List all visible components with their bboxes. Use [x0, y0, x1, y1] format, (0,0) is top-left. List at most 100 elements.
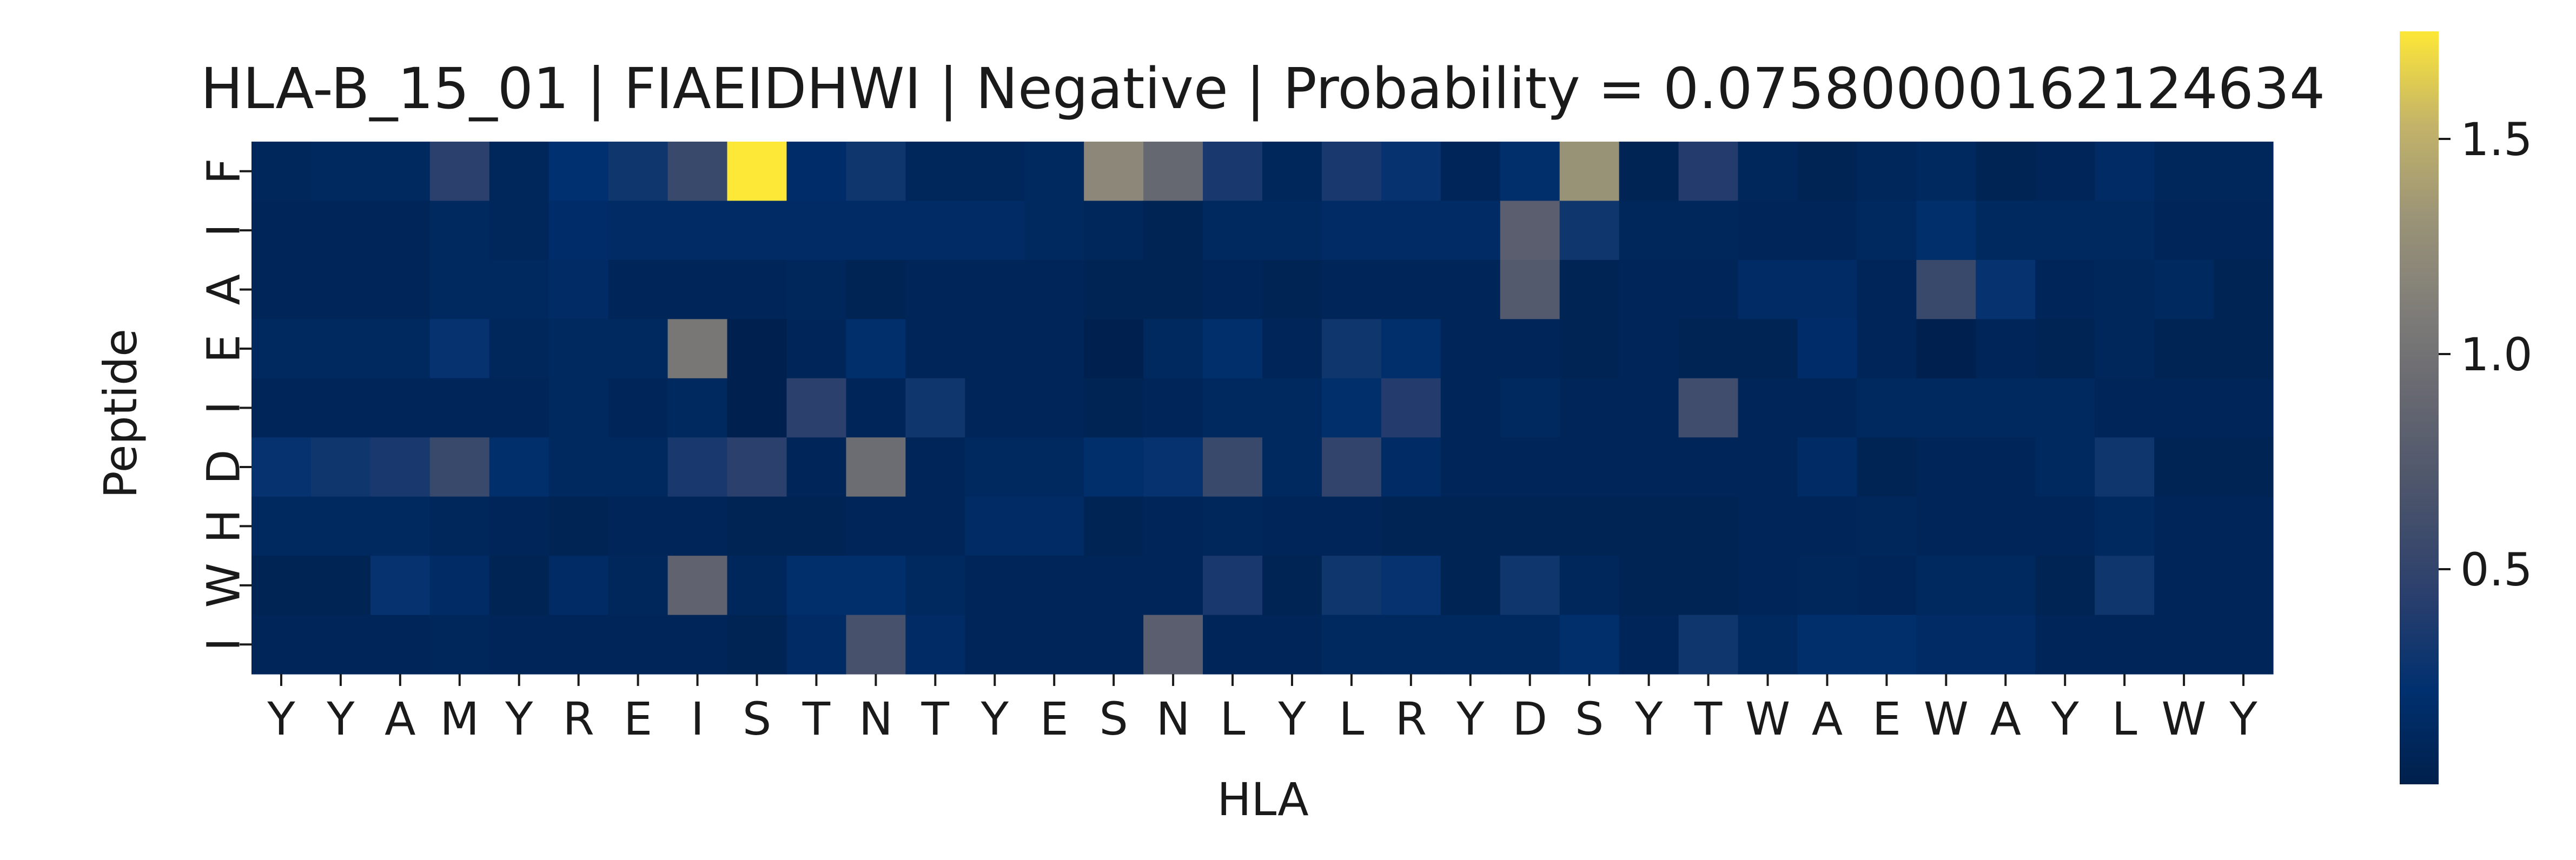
- heatmap-cell: [1381, 615, 1441, 675]
- heatmap-cell: [1738, 437, 1798, 497]
- heatmap-cell: [370, 319, 431, 379]
- heatmap-cell: [1678, 556, 1739, 616]
- heatmap-cell: [1084, 496, 1144, 556]
- heatmap-cell: [251, 496, 312, 556]
- heatmap-cell: [251, 378, 312, 438]
- heatmap-cell: [1440, 496, 1501, 556]
- heatmap-cell: [1321, 319, 1382, 379]
- heatmap-cell: [667, 556, 728, 616]
- heatmap-cell: [1381, 378, 1441, 438]
- heatmap-cell: [370, 496, 431, 556]
- heatmap-cell: [2095, 259, 2155, 319]
- heatmap-cell: [1857, 615, 1917, 675]
- heatmap-cell: [1678, 378, 1739, 438]
- x-tick-label: E: [1040, 692, 1069, 745]
- heatmap-cell: [2214, 615, 2274, 675]
- heatmap-cell: [1203, 201, 1263, 261]
- heatmap-cell: [1143, 556, 1203, 616]
- heatmap-cell: [1619, 556, 1679, 616]
- heatmap-cell: [608, 378, 668, 438]
- colorbar-tick-label: 0.5: [2460, 543, 2533, 596]
- heatmap-cell: [1500, 615, 1560, 675]
- heatmap-cell: [1976, 615, 2036, 675]
- heatmap-cell: [1916, 437, 1976, 497]
- y-tick-label: D: [197, 450, 250, 485]
- heatmap-cell: [846, 378, 906, 438]
- heatmap-cell: [786, 142, 847, 202]
- heatmap-cell: [1203, 556, 1263, 616]
- heatmap-cell: [2095, 378, 2155, 438]
- heatmap-cell: [786, 378, 847, 438]
- heatmap-cell: [251, 615, 312, 675]
- heatmap-cell: [1619, 378, 1679, 438]
- heatmap-cell: [905, 259, 965, 319]
- heatmap-cell: [1381, 201, 1441, 261]
- heatmap-cell: [1440, 259, 1501, 319]
- heatmap-cell: [489, 378, 549, 438]
- heatmap-cell: [1321, 556, 1382, 616]
- heatmap-cell: [1500, 437, 1560, 497]
- heatmap-cell: [1262, 259, 1322, 319]
- heatmap-cell: [489, 142, 549, 202]
- heatmap-cell: [1262, 437, 1322, 497]
- heatmap-cell: [1976, 319, 2036, 379]
- heatmap-cell: [429, 319, 490, 379]
- heatmap-cell: [310, 378, 371, 438]
- heatmap-cell: [1321, 259, 1382, 319]
- x-tick-label: T: [802, 692, 831, 745]
- heatmap-cell: [2154, 437, 2214, 497]
- heatmap-cell: [1084, 319, 1144, 379]
- heatmap-cell: [310, 259, 371, 319]
- heatmap-cell: [667, 201, 728, 261]
- heatmap-cell: [2214, 556, 2274, 616]
- heatmap-cell: [2214, 319, 2274, 379]
- heatmap-cell: [1440, 437, 1501, 497]
- heatmap-cell: [310, 437, 371, 497]
- heatmap-cell: [1916, 615, 1976, 675]
- heatmap-cell: [2214, 201, 2274, 261]
- heatmap-cell: [1797, 437, 1858, 497]
- heatmap-cell: [1500, 319, 1560, 379]
- heatmap-cell: [1619, 201, 1679, 261]
- heatmap-cell: [370, 259, 431, 319]
- heatmap-cell: [310, 319, 371, 379]
- heatmap-cell: [2035, 615, 2095, 675]
- heatmap-cell: [667, 615, 728, 675]
- heatmap-cell: [667, 142, 728, 202]
- y-tick-label: I: [197, 638, 250, 651]
- heatmap-cell: [2154, 259, 2214, 319]
- heatmap-cell: [2035, 556, 2095, 616]
- heatmap-cell: [1738, 142, 1798, 202]
- heatmap-cell: [1321, 201, 1382, 261]
- heatmap-cell: [1619, 496, 1679, 556]
- heatmap-cell: [1797, 201, 1858, 261]
- heatmap-cell: [1381, 496, 1441, 556]
- heatmap-cell: [1381, 142, 1441, 202]
- heatmap-cell: [1916, 319, 1976, 379]
- x-tick-label: A: [385, 692, 415, 745]
- heatmap-cell: [608, 556, 668, 616]
- heatmap-cell: [1440, 201, 1501, 261]
- y-axis-ticks: F I A E I DHW I: [197, 158, 251, 651]
- heatmap-cell: [310, 615, 371, 675]
- heatmap-cell: [1262, 615, 1322, 675]
- heatmap-cell: [1262, 201, 1322, 261]
- heatmap-cell: [2154, 615, 2214, 675]
- heatmap-cell: [1143, 259, 1203, 319]
- heatmap-cell: [1619, 437, 1679, 497]
- heatmap-cell: [548, 496, 609, 556]
- colorbar-tick-label: 1.5: [2460, 113, 2533, 166]
- x-tick-label: W: [1745, 692, 1790, 745]
- heatmap-cell: [2214, 142, 2274, 202]
- heatmap-cell: [965, 496, 1025, 556]
- heatmap-cell: [1619, 319, 1679, 379]
- heatmap-cell: [1916, 201, 1976, 261]
- heatmap-cell: [1024, 437, 1084, 497]
- heatmap-cell: [608, 259, 668, 319]
- heatmap-cell: [905, 319, 965, 379]
- heatmap-cell: [548, 378, 609, 438]
- heatmap-cell: [2154, 142, 2214, 202]
- heatmap-cell: [1738, 615, 1798, 675]
- heatmap-cell: [2095, 556, 2155, 616]
- heatmap-cell: [1559, 615, 1620, 675]
